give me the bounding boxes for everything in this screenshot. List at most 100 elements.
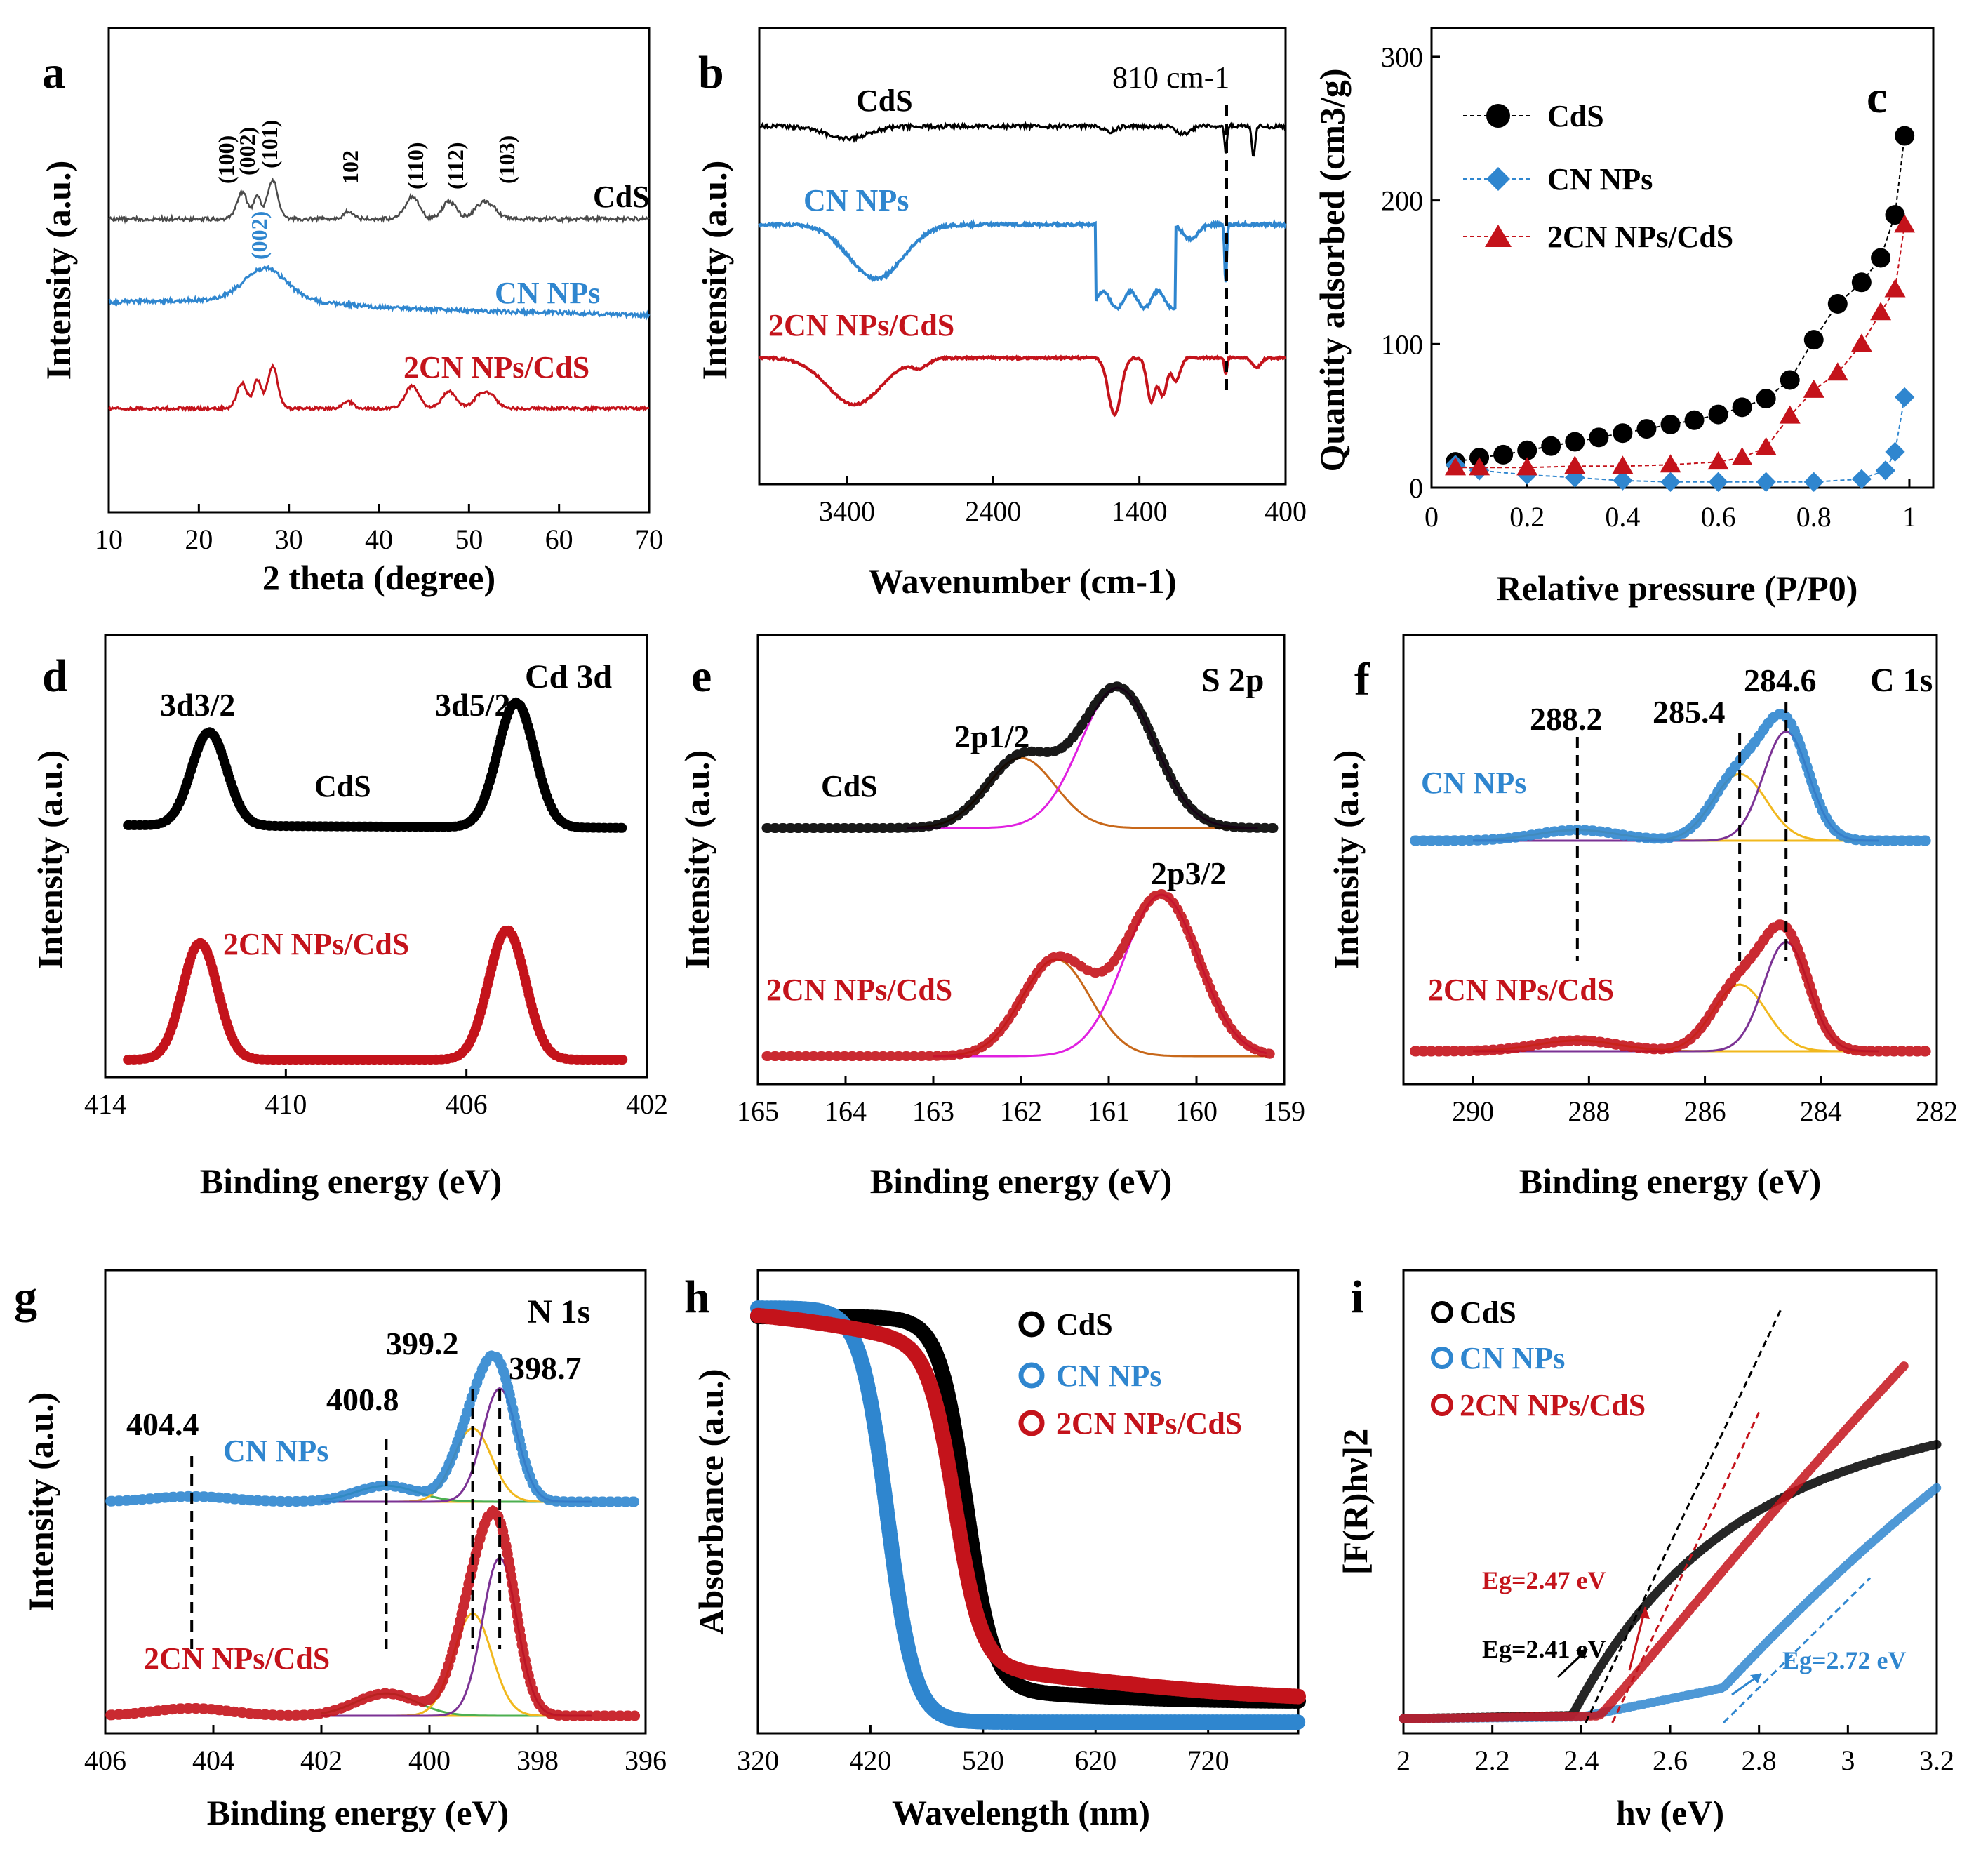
panel-i-tangent-cds: [1585, 1308, 1782, 1723]
panel-c-point-cn-11: [1885, 441, 1905, 462]
panel-e-comp-label: 2CN NPs/CdS: [766, 973, 952, 1007]
panel-f-xlabel: Binding energy (eV): [1519, 1161, 1822, 1201]
panel-d-title: Cd 3d: [525, 658, 612, 695]
panel-h-x-ticklabel-1: 420: [849, 1745, 891, 1776]
panel-c-point-comp-11: [1827, 362, 1848, 381]
panel-i-ylabel: [F(R)hν]2: [1335, 1429, 1375, 1575]
panel-d-frame: [104, 634, 648, 1079]
panel-i-x-ticklabel-0: 2: [1396, 1745, 1410, 1776]
panel-i: 2 2.2 2.4 2.6 2.8 3 3.2 i hν (eV) [F(R)hν]2 Cd…: [1335, 1269, 1954, 1832]
panel-h-legend-comp: 2CN NPs/CdS: [1056, 1406, 1242, 1441]
panel-i-legend: CdS CN NPs 2CN NPs/CdS: [1431, 1295, 1646, 1422]
panel-e-cds-fit-2p32: [907, 686, 1258, 829]
panel-a-letter: a: [42, 47, 65, 98]
panel-e-title: S 2p: [1201, 662, 1264, 699]
panel-g-x-ticklabel-0: 406: [84, 1745, 126, 1776]
panel-c-point-cds-5: [1565, 432, 1585, 452]
panel-c-point-cn-4: [1613, 470, 1633, 491]
legend-marker-cds: [1018, 1311, 1045, 1338]
panel-c-point-cds-11: [1708, 404, 1728, 425]
panel-c-letter: c: [1867, 72, 1887, 123]
panel-d-ylabel: Intensity (a.u.): [30, 750, 69, 970]
panel-c-yticklabel-0: 0: [1409, 472, 1423, 504]
panel-a-peak-110: (110): [403, 142, 428, 189]
panel-c-point-comp-15: [1894, 214, 1916, 233]
panel-c-xticklabel-5: 1: [1902, 501, 1916, 533]
panel-e-letter: e: [691, 651, 712, 702]
panel-c-xticklabel-4: 0.8: [1796, 501, 1832, 533]
panel-c-yticklabel-1: 100: [1381, 328, 1423, 360]
panel-i-x-ticklabel-4: 2.8: [1742, 1745, 1777, 1776]
panel-d-xticks: 414 410 406 402: [84, 1069, 668, 1120]
panel-i-eg-comp: Eg=2.47 eV: [1482, 1566, 1606, 1594]
panel-c-legend-comp: 2CN NPs/CdS: [1547, 220, 1733, 254]
panel-a-x-ticklabel-0: 10: [95, 523, 123, 555]
panel-b-letter: b: [698, 47, 724, 98]
panel-i-legend-cn: CN NPs: [1460, 1341, 1565, 1375]
panel-g-ylabel: Intensity (a.u.): [21, 1392, 60, 1612]
panel-g: 406 404 402 400 398 396 g Binding energy (eV)…: [14, 1269, 667, 1832]
panel-c: 0 0.2 0.4 0.6 0.8 1 0 100 200 300 c Relative pres…: [1312, 27, 1935, 608]
panel-g-marker-label-398: 398.7: [509, 1350, 582, 1386]
panel-g-marker-label-400: 400.8: [326, 1382, 399, 1418]
legend-marker-comp: [1018, 1410, 1045, 1436]
panel-c-legend: CdS CN NPs 2CN NPs/CdS: [1463, 99, 1733, 254]
panel-h-comp-curve: [750, 1307, 1306, 1705]
panel-a-cn-label: CN NPs: [495, 276, 600, 310]
panel-h-x-ticklabel-0: 320: [737, 1745, 779, 1776]
panel-i-arrowhead-comp: [1640, 1607, 1650, 1619]
panel-b-cn-label: CN NPs: [803, 183, 909, 218]
panel-c-point-cds-13: [1756, 389, 1776, 409]
panel-g-letter: g: [14, 1272, 37, 1323]
panel-i-cn-curve: [1399, 1483, 1942, 1723]
panel-c-legend-cds: CdS: [1547, 99, 1604, 133]
panel-c-point-cds-7: [1613, 423, 1633, 444]
panel-e-peak-b: 2p3/2: [1151, 855, 1226, 891]
panel-f-ylabel: Intensity (a.u.): [1326, 750, 1366, 970]
panel-c-point-cn-6: [1708, 472, 1728, 492]
panel-c-point-cn-12: [1895, 387, 1915, 408]
panel-b-xticks: 3400 2400 1400 400: [819, 476, 1307, 527]
panel-c-xticklabel-2: 0.4: [1605, 501, 1640, 533]
panel-c-ticks: 0 0.2 0.4 0.6 0.8 1 0 100 200 300: [1381, 41, 1916, 533]
panel-e-xlabel: Binding energy (eV): [870, 1161, 1173, 1201]
panel-i-x-ticklabel-5: 3: [1841, 1745, 1855, 1776]
panel-c-point-comp-12: [1850, 333, 1872, 352]
panel-b: 3400 2400 1400 400 b Wavenumber (cm-1) Inte…: [695, 27, 1307, 601]
panel-c-point-cds-15: [1803, 330, 1824, 350]
panel-h-x-ticklabel-2: 520: [962, 1745, 1004, 1776]
panel-a-peak-100: (100): [213, 135, 239, 184]
panel-c-point-cn-7: [1756, 472, 1776, 492]
panel-f-cn-curve: [1410, 709, 1937, 846]
panel-c-point-cds-9: [1660, 414, 1681, 434]
panel-d: 414 410 406 402 d Binding energy (eV) Inten…: [30, 634, 668, 1201]
panel-d-peak-right: 3d5/2: [435, 687, 510, 723]
panel-i-arrowhead-cn: [1750, 1674, 1761, 1683]
panel-g-x-ticklabel-2: 402: [300, 1745, 342, 1776]
panel-c-point-cds-12: [1732, 397, 1752, 418]
panel-d-x-ticklabel-0: 414: [84, 1088, 126, 1120]
panel-b-cds-label: CdS: [856, 84, 913, 118]
panel-i-x-ticklabel-3: 2.6: [1653, 1745, 1688, 1776]
panel-a-x-ticklabel-4: 50: [455, 523, 483, 555]
panel-b-comp-label: 2CN NPs/CdS: [768, 308, 954, 342]
panel-e-x-ticklabel-0: 165: [737, 1095, 779, 1127]
panel-c-point-comp-9: [1779, 405, 1801, 424]
panel-f-x-ticklabel-0: 290: [1452, 1095, 1494, 1127]
panel-e: 165 164 163 162 161 160 159 e Binding energy (…: [677, 634, 1305, 1201]
panel-f-letter: f: [1354, 654, 1370, 705]
panel-i-comp-curve: [1399, 1359, 1911, 1723]
panel-e-cds-label: CdS: [821, 769, 878, 803]
panel-b-xlabel: Wavenumber (cm-1): [868, 561, 1176, 601]
panel-h-xlabel: Wavelength (nm): [892, 1793, 1150, 1832]
panel-g-x-ticklabel-4: 398: [516, 1745, 559, 1776]
panel-i-letter: i: [1351, 1272, 1363, 1323]
panel-a-ylabel: Intensity (a.u.): [39, 161, 78, 380]
panel-g-title: N 1s: [528, 1293, 590, 1331]
legend-marker-cds: [1431, 1301, 1453, 1323]
panel-a-peak-102: 102: [338, 150, 363, 184]
panel-c-point-comp-2: [1516, 457, 1538, 476]
panel-a-x-ticklabel-1: 20: [185, 523, 213, 555]
panel-b-ylabel: Intensity (a.u.): [695, 161, 734, 380]
